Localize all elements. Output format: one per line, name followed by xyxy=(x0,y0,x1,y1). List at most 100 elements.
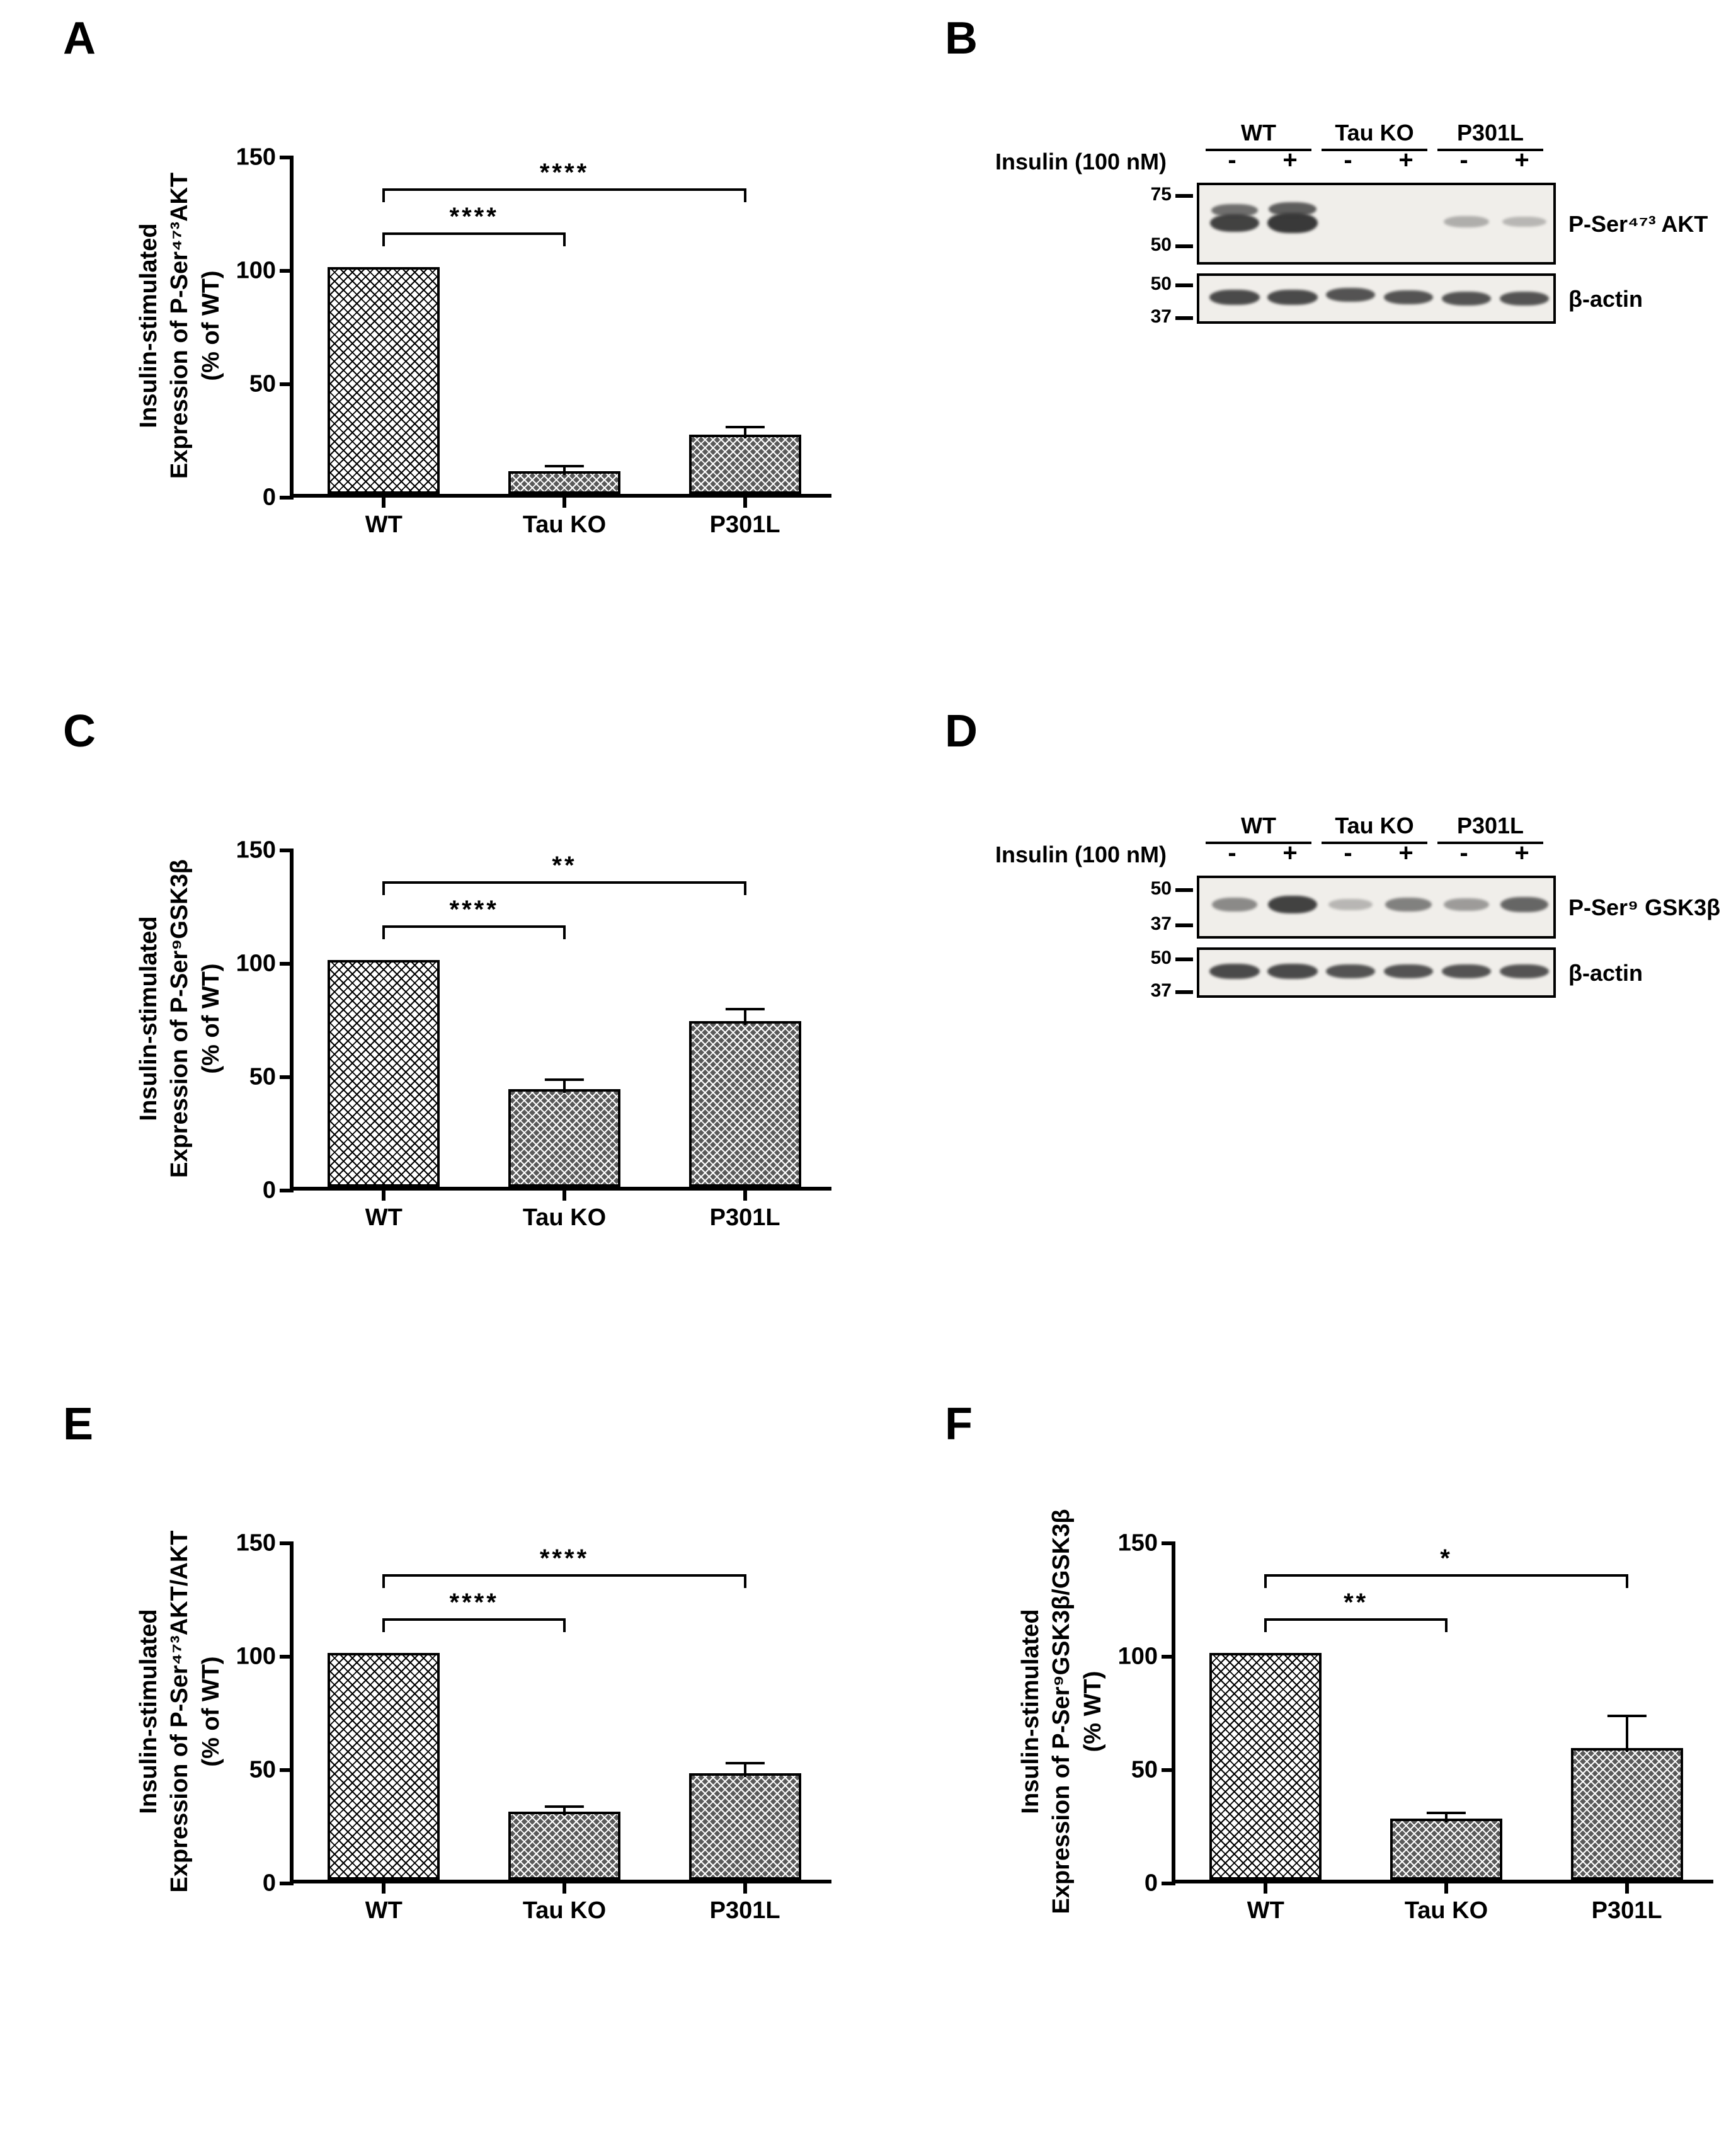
bar xyxy=(689,1773,801,1880)
blot-band xyxy=(1210,214,1259,232)
blot-band xyxy=(1442,292,1491,306)
y-tick xyxy=(280,849,294,852)
x-tick-label: Tau KO xyxy=(523,511,606,539)
mw-tick xyxy=(1175,316,1193,320)
blot-box xyxy=(1197,273,1556,324)
error-cap xyxy=(1427,1812,1466,1814)
blot-band xyxy=(1268,896,1317,913)
sig-bracket-drop xyxy=(382,1574,385,1588)
mw-label: 37 xyxy=(1134,306,1172,328)
bar xyxy=(328,1653,440,1880)
panel-label: A xyxy=(63,13,96,64)
sig-bracket-drop xyxy=(1445,1618,1448,1632)
blot-group-label: Tau KO xyxy=(1319,813,1430,839)
blot-pm-label: - xyxy=(1203,146,1261,174)
blot-band xyxy=(1442,964,1491,978)
y-tick-label: 0 xyxy=(263,1870,276,1897)
x-tick-label: WT xyxy=(1247,1897,1284,1924)
y-tick-label: 150 xyxy=(236,1530,276,1557)
blot-band xyxy=(1500,897,1548,912)
blot-band xyxy=(1385,898,1432,911)
y-tick xyxy=(1162,1541,1175,1545)
x-tick xyxy=(382,1880,385,1894)
blot-band xyxy=(1384,290,1433,304)
y-axis-label: Insulin-stimulatedExpression of P-Ser⁴⁷³… xyxy=(134,1531,227,1893)
bar-chart: Insulin-stimulatedExpression of P-Ser⁹GS… xyxy=(290,850,831,1191)
blot-pm-label: + xyxy=(1261,839,1319,867)
x-tick-label: WT xyxy=(365,1204,403,1232)
blot-band xyxy=(1500,964,1549,978)
y-tick-label: 100 xyxy=(236,1643,276,1671)
blot-band xyxy=(1500,292,1549,306)
blot-pm-label: + xyxy=(1377,839,1435,867)
x-tick-label: P301L xyxy=(1592,1897,1662,1924)
y-axis-label: Insulin-stimulatedExpression of P-Ser⁴⁷³… xyxy=(134,173,227,479)
panel-label: E xyxy=(63,1398,93,1450)
sig-bracket xyxy=(384,1574,745,1577)
mw-label: 50 xyxy=(1134,878,1172,900)
x-tick xyxy=(743,494,747,508)
blot-pm-label: + xyxy=(1493,146,1551,174)
mw-tick xyxy=(1175,194,1193,198)
y-tick xyxy=(280,1655,294,1659)
sig-text: **** xyxy=(450,203,499,231)
blot-group-label: Tau KO xyxy=(1319,120,1430,146)
y-tick xyxy=(280,1075,294,1079)
blot-band xyxy=(1209,290,1260,305)
mw-label: 50 xyxy=(1134,273,1172,295)
error-bar xyxy=(744,1009,746,1025)
blot-band xyxy=(1267,290,1318,305)
blot-pm-label: - xyxy=(1203,839,1261,867)
sig-bracket-drop xyxy=(563,232,566,246)
y-tick xyxy=(280,1768,294,1772)
sig-bracket xyxy=(1265,1618,1446,1621)
x-tick xyxy=(562,1187,566,1201)
x-tick-label: Tau KO xyxy=(523,1897,606,1924)
error-bar xyxy=(744,427,746,438)
sig-text: **** xyxy=(540,1545,589,1573)
blot-band xyxy=(1326,964,1375,978)
blot-target-label: P-Ser⁹ GSK3β xyxy=(1568,894,1720,921)
y-tick xyxy=(280,1189,294,1192)
sig-text: **** xyxy=(450,896,499,924)
sig-text: ** xyxy=(552,852,576,880)
blot-pm-label: - xyxy=(1435,839,1493,867)
sig-bracket-drop xyxy=(744,881,746,895)
blot-band xyxy=(1212,898,1257,911)
blot-band xyxy=(1444,216,1489,227)
sig-bracket xyxy=(384,188,745,191)
blot-row-label: Insulin (100 nM) xyxy=(995,149,1167,175)
panel-label: F xyxy=(945,1398,973,1450)
x-tick xyxy=(743,1880,747,1894)
x-tick xyxy=(562,494,566,508)
blot-pm-label: + xyxy=(1377,146,1435,174)
y-tick-label: 100 xyxy=(1118,1643,1158,1671)
blot-group-label: P301L xyxy=(1435,120,1546,146)
blot-band xyxy=(1209,964,1260,979)
sig-bracket-drop xyxy=(744,1574,746,1588)
sig-text: ** xyxy=(1344,1589,1368,1617)
sig-bracket xyxy=(384,925,564,928)
blot-group-label: WT xyxy=(1203,120,1314,146)
sig-bracket xyxy=(384,1618,564,1621)
error-bar xyxy=(563,1807,566,1815)
sig-bracket-drop xyxy=(382,188,385,202)
sig-bracket xyxy=(1265,1574,1626,1577)
bar xyxy=(1390,1819,1502,1880)
bar-chart: Insulin-stimulatedExpression of P-Ser⁴⁷³… xyxy=(290,157,831,498)
x-tick-label: WT xyxy=(365,511,403,539)
mw-tick xyxy=(1175,957,1193,961)
sig-bracket-drop xyxy=(1264,1574,1267,1588)
blot-pm-label: - xyxy=(1319,839,1377,867)
y-tick-label: 50 xyxy=(249,1757,276,1784)
bar xyxy=(1209,1653,1322,1880)
sig-bracket-drop xyxy=(1264,1618,1267,1632)
mw-label: 50 xyxy=(1134,234,1172,256)
mw-label: 75 xyxy=(1134,184,1172,205)
mw-label: 37 xyxy=(1134,980,1172,1002)
error-bar xyxy=(563,466,566,475)
y-tick xyxy=(1162,1655,1175,1659)
x-tick xyxy=(382,494,385,508)
y-tick xyxy=(280,496,294,500)
y-tick-label: 150 xyxy=(236,837,276,864)
